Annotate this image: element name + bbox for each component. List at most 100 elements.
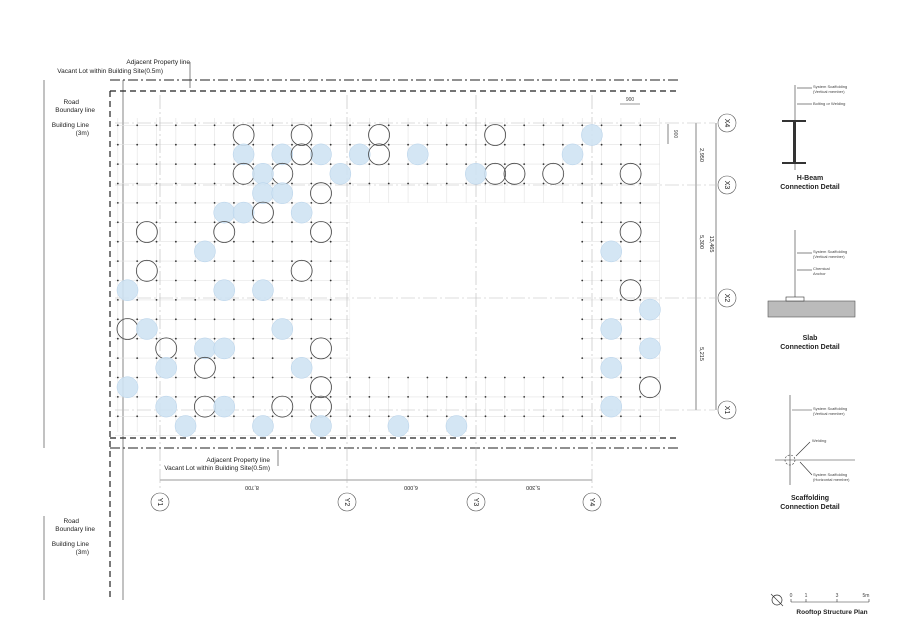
node: [194, 318, 197, 321]
node: [620, 124, 622, 127]
callout: (Vertical member): [813, 411, 845, 416]
callout: (Vertical member): [813, 254, 845, 259]
node: [349, 182, 351, 185]
node: [639, 124, 642, 127]
tower-new: [252, 182, 274, 204]
node: [465, 396, 468, 398]
node: [174, 337, 177, 340]
axis-bubble: [337, 492, 357, 512]
node: [155, 279, 158, 282]
tower-existing: [503, 162, 526, 185]
node: [465, 376, 468, 379]
node: [233, 124, 235, 127]
node: [174, 415, 177, 418]
label: (3m): [76, 130, 89, 137]
callout: (Horizontal member): [813, 477, 850, 482]
node: [291, 260, 293, 262]
node: [252, 124, 255, 127]
node: [329, 357, 332, 359]
node: [329, 143, 332, 146]
tower-new: [329, 163, 352, 185]
node: [387, 396, 390, 398]
node: [213, 318, 216, 321]
node: [233, 376, 235, 379]
node: [407, 376, 409, 379]
node: [116, 279, 119, 282]
node: [465, 163, 468, 166]
node: [639, 163, 642, 166]
node: [174, 299, 177, 301]
tower-existing: [232, 124, 255, 146]
tower-new: [407, 143, 429, 166]
detail-title: Connection Detail: [780, 504, 840, 511]
node: [271, 143, 274, 146]
node: [116, 299, 119, 301]
node: [194, 396, 197, 398]
node: [174, 240, 177, 243]
node: [213, 337, 216, 340]
dim: 900: [672, 130, 678, 139]
label: Boundary line: [55, 526, 95, 533]
node: [136, 299, 139, 301]
node: [581, 415, 584, 418]
node: [271, 124, 274, 127]
node: [310, 357, 313, 359]
node: [310, 299, 313, 301]
tower-new: [116, 376, 139, 398]
node: [426, 143, 429, 146]
axis-bubble: [717, 400, 737, 420]
node: [194, 279, 197, 282]
tower-new: [310, 415, 332, 437]
node: [426, 163, 429, 166]
node: [639, 240, 642, 243]
tower-new: [639, 298, 661, 321]
scale-label: 3: [836, 593, 839, 599]
callout: System Scaffolding: [813, 406, 847, 411]
node: [310, 376, 313, 379]
callout: Anchor: [813, 271, 826, 276]
node: [445, 124, 448, 127]
node: [291, 202, 293, 204]
node: [271, 337, 274, 340]
tower-existing: [310, 182, 332, 205]
node: [291, 279, 293, 282]
tower-existing: [542, 162, 565, 185]
node: [155, 240, 158, 243]
axis-label: Y3: [472, 498, 479, 507]
node: [349, 143, 351, 146]
node: [291, 124, 293, 127]
tower-new: [213, 395, 235, 418]
node: [600, 279, 603, 282]
node: [194, 260, 197, 262]
tower-new: [561, 143, 584, 166]
node: [136, 318, 139, 321]
node: [523, 124, 526, 127]
node: [194, 163, 197, 166]
node: [581, 202, 584, 204]
node: [194, 143, 197, 146]
tower-new: [194, 337, 216, 360]
label: Vacant Lot within Building Site(0.5m): [57, 68, 163, 75]
label: Building Line: [52, 122, 90, 129]
node: [329, 240, 332, 243]
node: [291, 318, 293, 321]
node: [639, 279, 642, 282]
tower-new: [155, 357, 177, 379]
node: [136, 337, 139, 340]
tower-new: [116, 279, 139, 301]
node: [271, 376, 274, 379]
node: [174, 318, 177, 321]
detail-title: Scaffolding: [791, 495, 829, 502]
node: [620, 221, 622, 224]
node: [329, 279, 332, 282]
node: [503, 376, 506, 379]
tower-new: [252, 163, 274, 185]
node: [349, 396, 351, 398]
node: [426, 396, 429, 398]
detail-title: Slab: [803, 335, 818, 342]
node: [600, 396, 603, 398]
node: [233, 318, 235, 321]
node: [233, 299, 235, 301]
node: [620, 318, 622, 321]
label: Adjacent Property line: [206, 457, 270, 464]
